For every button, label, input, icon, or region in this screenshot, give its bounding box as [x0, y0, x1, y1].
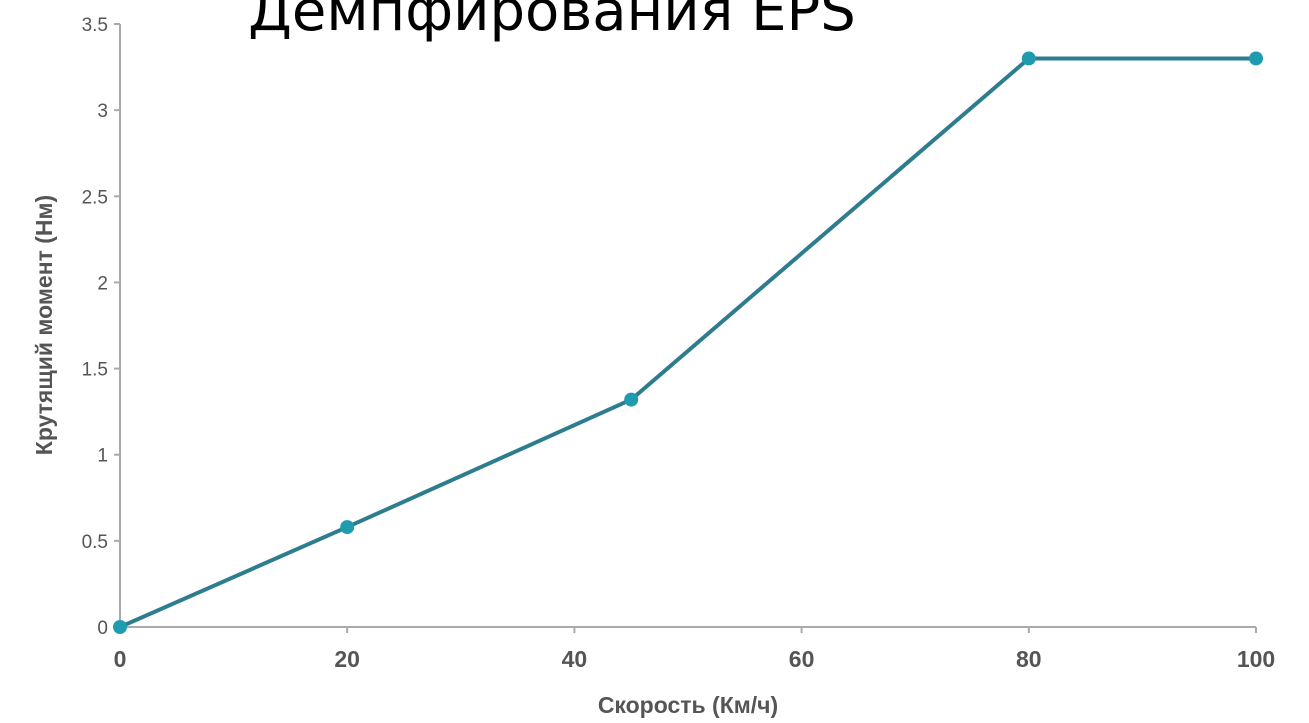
data-point[interactable]	[1249, 51, 1263, 66]
y-tick-label: 0.5	[82, 532, 108, 553]
chart-title: Демпфирования EPS	[248, 0, 856, 44]
x-tick-label: 20	[334, 646, 360, 672]
data-point[interactable]	[1021, 51, 1036, 66]
data-point[interactable]	[113, 620, 127, 634]
y-axis-title: Крутящий момент (Нм)	[31, 195, 57, 455]
x-tick-label: 80	[1016, 646, 1042, 672]
x-tick-label: 40	[562, 646, 588, 672]
x-tick-label: 100	[1237, 646, 1275, 672]
x-axis-ticks: 0 20 40 60 80 100	[114, 627, 1275, 672]
x-axis-title: Скорость (Км/ч)	[598, 692, 778, 718]
y-tick-label: 1	[97, 446, 108, 467]
y-tick-label: 2.5	[82, 187, 108, 208]
series-group	[113, 51, 1263, 634]
y-tick-label: 3.5	[82, 15, 108, 36]
y-tick-label: 3	[97, 101, 108, 122]
x-tick-label: 0	[114, 646, 127, 672]
x-tick-label: 60	[789, 646, 815, 672]
y-tick-label: 0	[97, 618, 108, 639]
series-line	[119, 56, 1256, 629]
axes	[119, 24, 1256, 628]
y-tick-label: 1.5	[82, 360, 108, 381]
y-tick-label: 2	[97, 273, 108, 294]
data-point[interactable]	[340, 520, 355, 535]
data-point[interactable]	[624, 392, 639, 407]
y-axis-ticks: 0 0.5 1 1.5 2 2.5 3 3.5	[82, 15, 120, 639]
